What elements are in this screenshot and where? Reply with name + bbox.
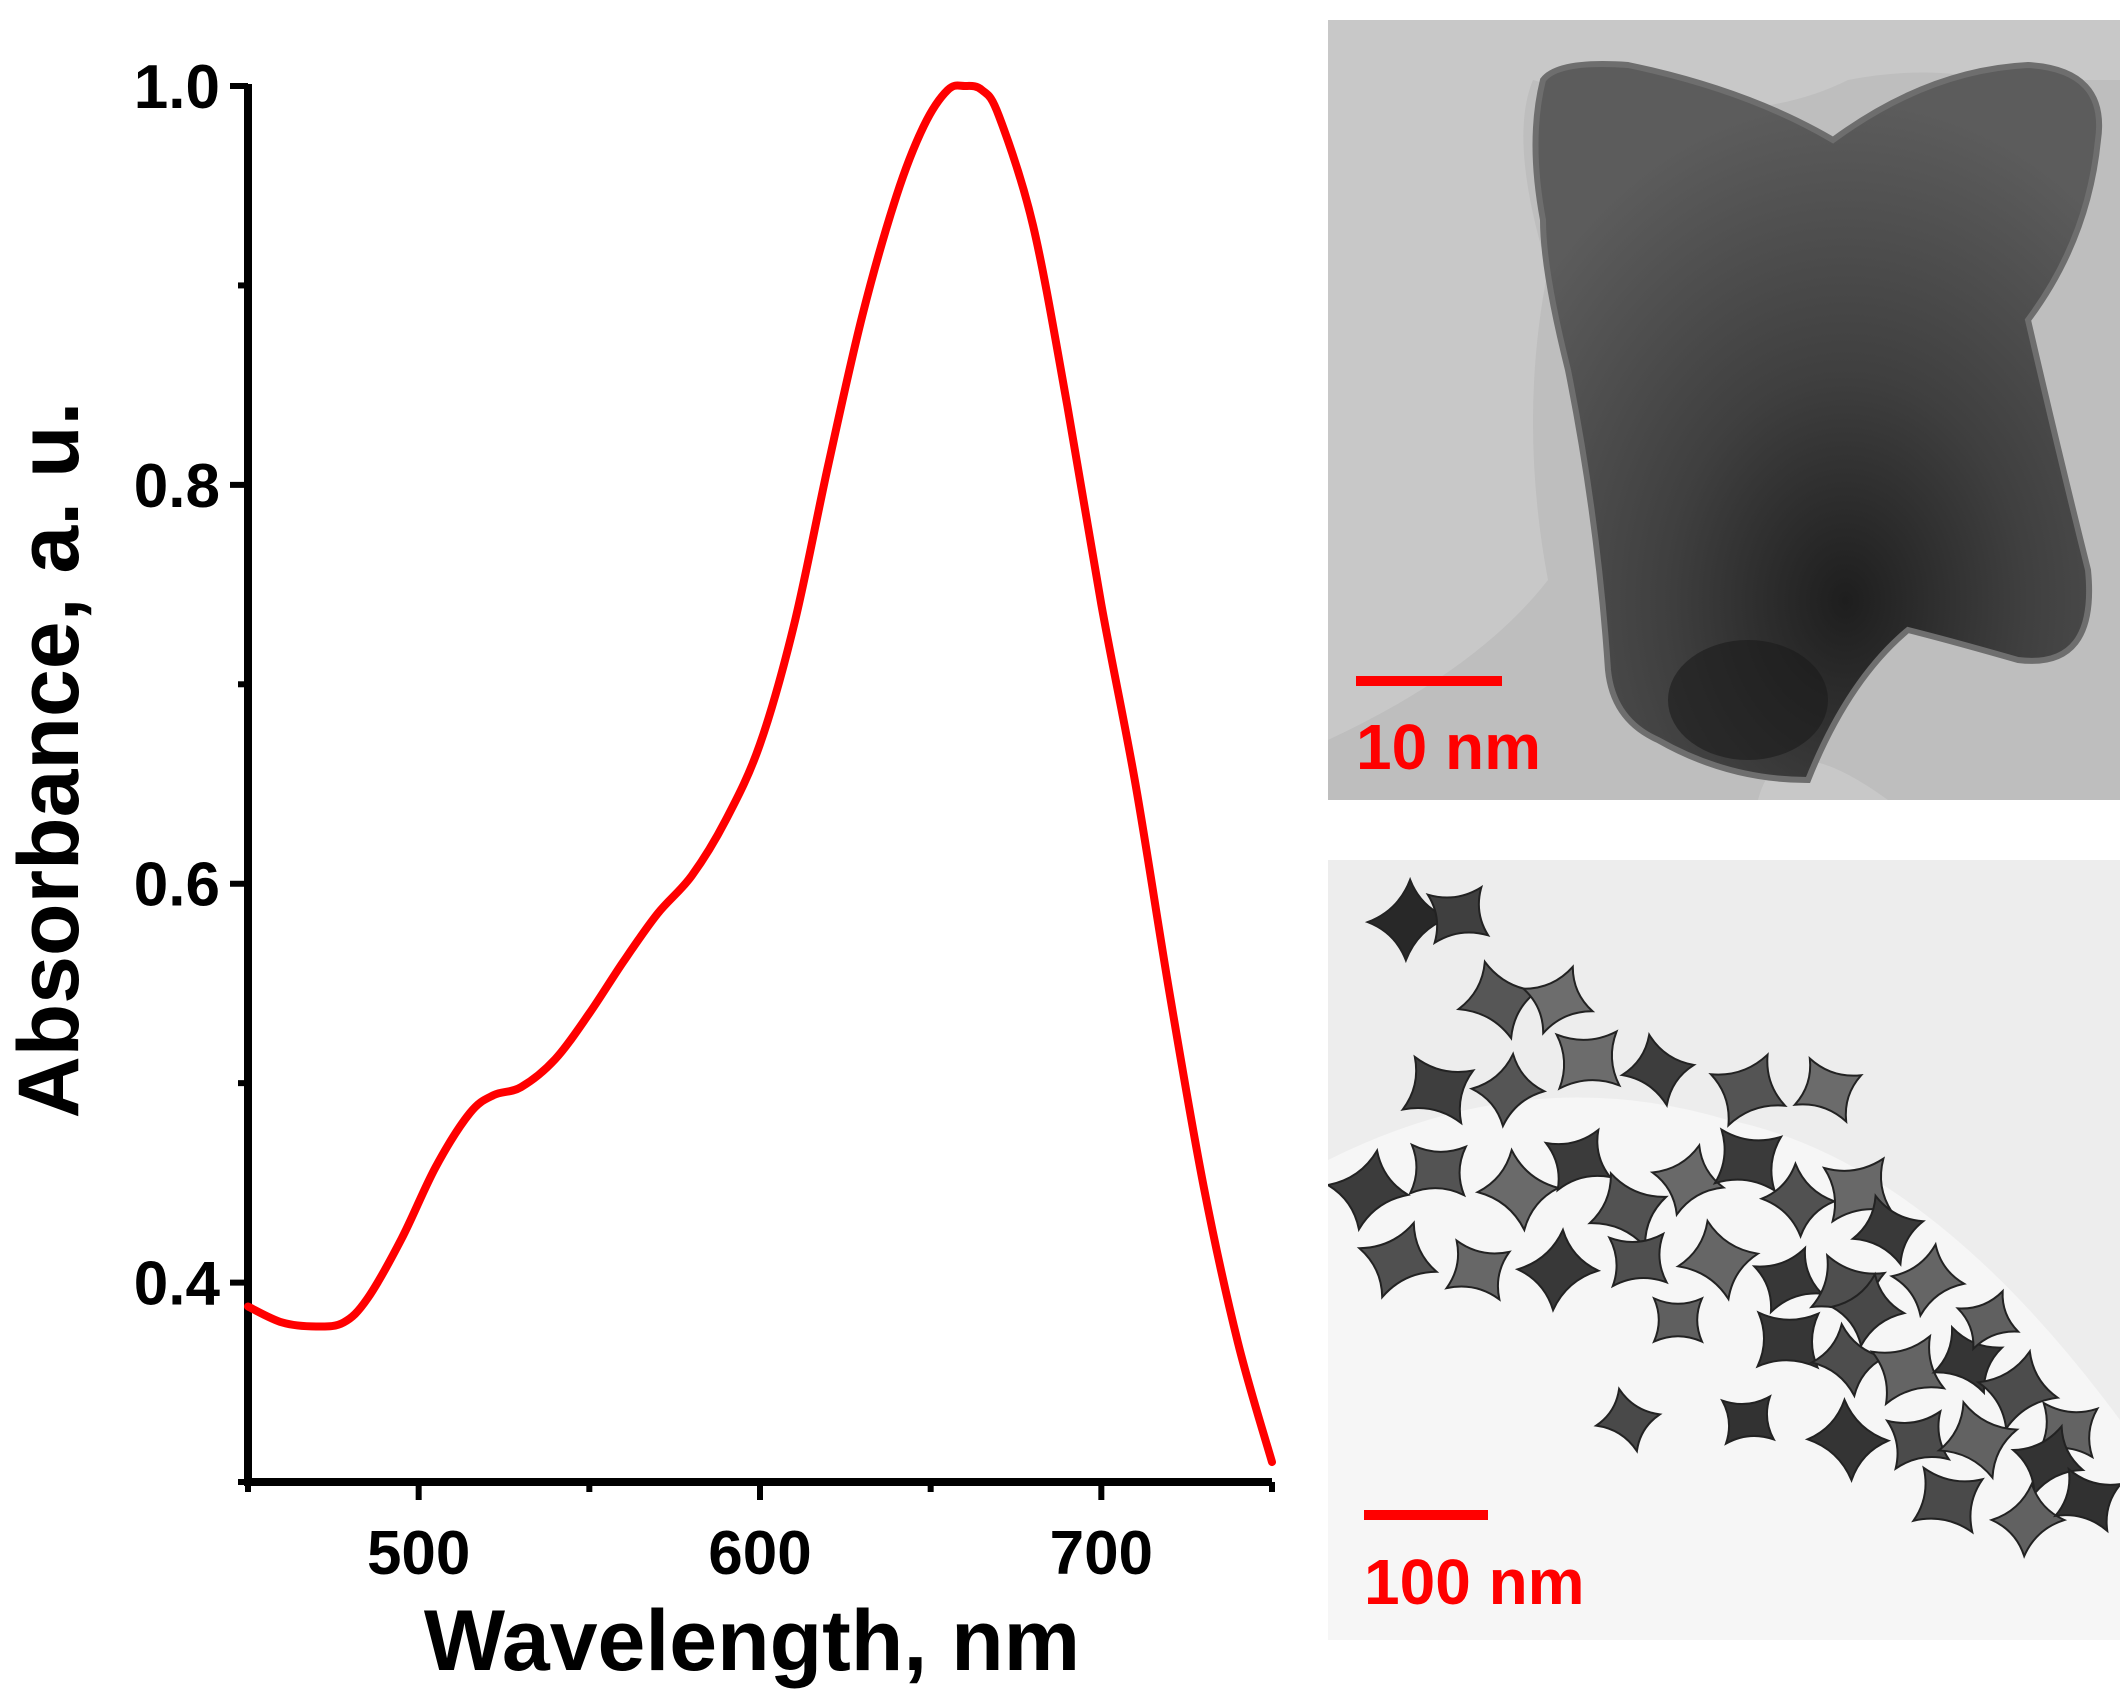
chart-series (244, 81, 1276, 1467)
nanoparticle (1400, 1054, 1476, 1126)
y-axis-label: Absorbance, a. u. (1, 402, 97, 1119)
nanoparticle (1955, 1288, 2021, 1352)
tem-particle-ensemble-graphic (1328, 860, 2120, 1640)
nanoparticle (1712, 1127, 1784, 1193)
nanoparticle (1619, 1032, 1697, 1108)
nanoparticle (1514, 1227, 1602, 1313)
nanoparticle (1850, 1193, 1926, 1267)
nanoparticle (1455, 959, 1541, 1041)
nanoparticle (1911, 1465, 1985, 1535)
y-tick-label: 0.6 (134, 851, 220, 920)
nanoparticle (1328, 1147, 1411, 1233)
x-tick-label: 500 (367, 1519, 470, 1588)
nanoparticle (1758, 1160, 1838, 1240)
nanoparticle (1675, 1218, 1761, 1302)
nanoparticle (1936, 1399, 2020, 1481)
nanoparticle (1889, 1241, 1967, 1319)
nanoparticle (1444, 1238, 1512, 1302)
nanoparticle (1425, 884, 1491, 946)
chart-axes (244, 84, 1272, 1486)
nanoparticle (2010, 1423, 2086, 1497)
x-tick-label: 700 (1050, 1519, 1153, 1588)
nanoparticle (1474, 1147, 1562, 1233)
nanoparticle (1720, 1394, 1776, 1446)
nanoparticle (1708, 1052, 1788, 1128)
absorbance-series-line (244, 81, 1276, 1467)
y-tick-label: 0.8 (134, 452, 220, 521)
y-tick-label: 0.4 (134, 1250, 221, 1319)
nanoparticle (1652, 1296, 1704, 1344)
scale-bar-100nm (1364, 1510, 1488, 1520)
y-tick-label: 1.0 (134, 53, 220, 122)
nanoparticle (1792, 1056, 1864, 1124)
x-tick-label: 600 (708, 1519, 811, 1588)
nanoparticle (1804, 1396, 1892, 1484)
nanoparticle (1408, 1142, 1468, 1198)
nanoparticle (1593, 1386, 1663, 1454)
tem-particle-closeup-graphic (1328, 20, 2120, 800)
nanoparticle (1649, 1142, 1727, 1218)
nanoparticle (1607, 1231, 1669, 1289)
nanoparticle (1931, 1324, 2005, 1396)
nanoparticle (1520, 964, 1596, 1036)
chart-ticks: 500 600 700 0.4 0.6 0.8 1.0 (134, 53, 1275, 1588)
nanoparticle (1975, 1348, 2061, 1432)
nanoparticle (1808, 1321, 1888, 1399)
tem-image-single-particle: 10 nm (1328, 20, 2120, 800)
nanoparticle (1356, 1220, 1440, 1300)
nanoparticle (1554, 1029, 1622, 1091)
x-axis-label: Wavelength, nm (424, 1593, 1080, 1689)
nanoparticle (1468, 1051, 1548, 1129)
nanoparticle (1869, 1333, 1947, 1407)
scale-label-100nm: 100 nm (1364, 1546, 1585, 1618)
tem-image-particle-ensemble: 100 nm (1328, 860, 2120, 1640)
absorbance-chart: 500 600 700 0.4 0.6 0.8 1.0 Wavelength, nm Abs… (1, 53, 1276, 1689)
nanoparticle (2052, 1466, 2120, 1534)
nanoparticle (1884, 1409, 1952, 1471)
nanoparticle (1755, 1310, 1821, 1370)
scale-bar-10nm (1356, 676, 1502, 686)
nanoparticle (1829, 1271, 1907, 1349)
nanoparticle (1988, 1481, 2068, 1559)
scale-label-10nm: 10 nm (1356, 711, 1541, 783)
